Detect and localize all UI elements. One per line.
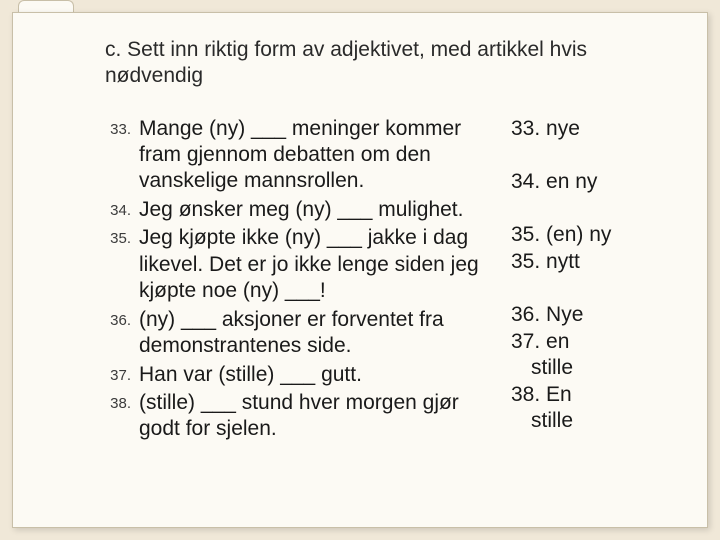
question-item: 35. Jeg kjøpte ikke (ny) ___ jakke i dag… <box>105 225 497 304</box>
question-number: 37. <box>105 362 139 388</box>
question-text: (stille) ___ stund hver morgen gjør godt… <box>139 390 497 443</box>
answer-item: 33. nye <box>511 116 651 142</box>
content-row: 33. Mange (ny) ___ meninger kommer fram … <box>105 116 673 445</box>
question-number: 35. <box>105 225 139 304</box>
question-text: Han var (stille) ___ gutt. <box>139 362 497 388</box>
answers-column: 33. nye 34. en ny 35. (en) ny 35. nytt 3… <box>511 116 651 445</box>
question-number: 33. <box>105 116 139 195</box>
question-item: 33. Mange (ny) ___ meninger kommer fram … <box>105 116 497 195</box>
question-item: 36. (ny) ___ aksjoner er forventet fra d… <box>105 307 497 360</box>
answer-item: 35. nytt <box>511 249 651 275</box>
question-text: Mange (ny) ___ meninger kommer fram gjen… <box>139 116 497 195</box>
answer-item: stille <box>511 355 651 381</box>
answer-item: 38. En <box>511 382 651 408</box>
questions-column: 33. Mange (ny) ___ meninger kommer fram … <box>105 116 497 445</box>
instruction-text: c. Sett inn riktig form av adjektivet, m… <box>105 37 653 90</box>
slide-page: c. Sett inn riktig form av adjektivet, m… <box>12 12 708 528</box>
answer-item: 34. en ny <box>511 169 651 195</box>
question-number: 36. <box>105 307 139 360</box>
answer-item: stille <box>511 408 651 434</box>
question-number: 38. <box>105 390 139 443</box>
question-item: 37. Han var (stille) ___ gutt. <box>105 362 497 388</box>
question-item: 38. (stille) ___ stund hver morgen gjør … <box>105 390 497 443</box>
question-number: 34. <box>105 197 139 223</box>
answer-item: 37. en <box>511 329 651 355</box>
question-text: Jeg ønsker meg (ny) ___ mulighet. <box>139 197 497 223</box>
question-item: 34. Jeg ønsker meg (ny) ___ mulighet. <box>105 197 497 223</box>
answer-item: 35. (en) ny <box>511 222 651 248</box>
question-text: (ny) ___ aksjoner er forventet fra demon… <box>139 307 497 360</box>
answer-item: 36. Nye <box>511 302 651 328</box>
question-text: Jeg kjøpte ikke (ny) ___ jakke i dag lik… <box>139 225 497 304</box>
